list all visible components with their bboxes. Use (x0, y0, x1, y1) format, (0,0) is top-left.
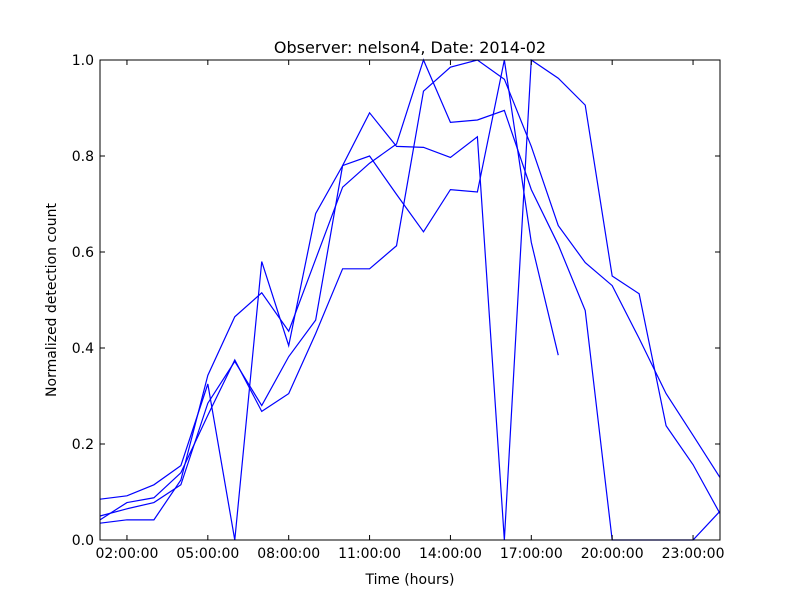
series-layer (99, 58, 721, 541)
series-line-1 (99, 59, 559, 541)
y-tick-label: 1.0 (72, 53, 94, 69)
ticks-layer: 02:00:00 05:00:00 08:00:00 11:00:00 14:00:00… (72, 53, 725, 562)
y-tick-label: 0.0 (72, 533, 94, 549)
x-axis-label: Time (hours) (365, 572, 455, 588)
x-tick-label: 14:00:00 (419, 546, 482, 562)
x-tick-label: 17:00:00 (500, 546, 563, 562)
y-tick-label: 0.8 (72, 149, 94, 165)
plot-frame (99, 59, 721, 541)
y-tick-label: 0.6 (72, 245, 94, 261)
y-tick-label: 0.4 (72, 341, 94, 357)
x-tick-label: 02:00:00 (96, 546, 159, 562)
chart-title: Observer: nelson4, Date: 2014-02 (274, 38, 546, 57)
y-tick-label: 0.2 (72, 437, 94, 453)
series-line-3 (99, 58, 721, 541)
series-line-2 (99, 58, 721, 541)
x-tick-label: 23:00:00 (662, 546, 725, 562)
x-tick-label: 11:00:00 (338, 546, 401, 562)
y-axis-label: Normalized detection count (44, 203, 60, 397)
x-tick-label: 05:00:00 (176, 546, 239, 562)
x-tick-label: 20:00:00 (581, 546, 644, 562)
series-line-4 (99, 59, 721, 521)
x-tick-label: 08:00:00 (257, 546, 320, 562)
